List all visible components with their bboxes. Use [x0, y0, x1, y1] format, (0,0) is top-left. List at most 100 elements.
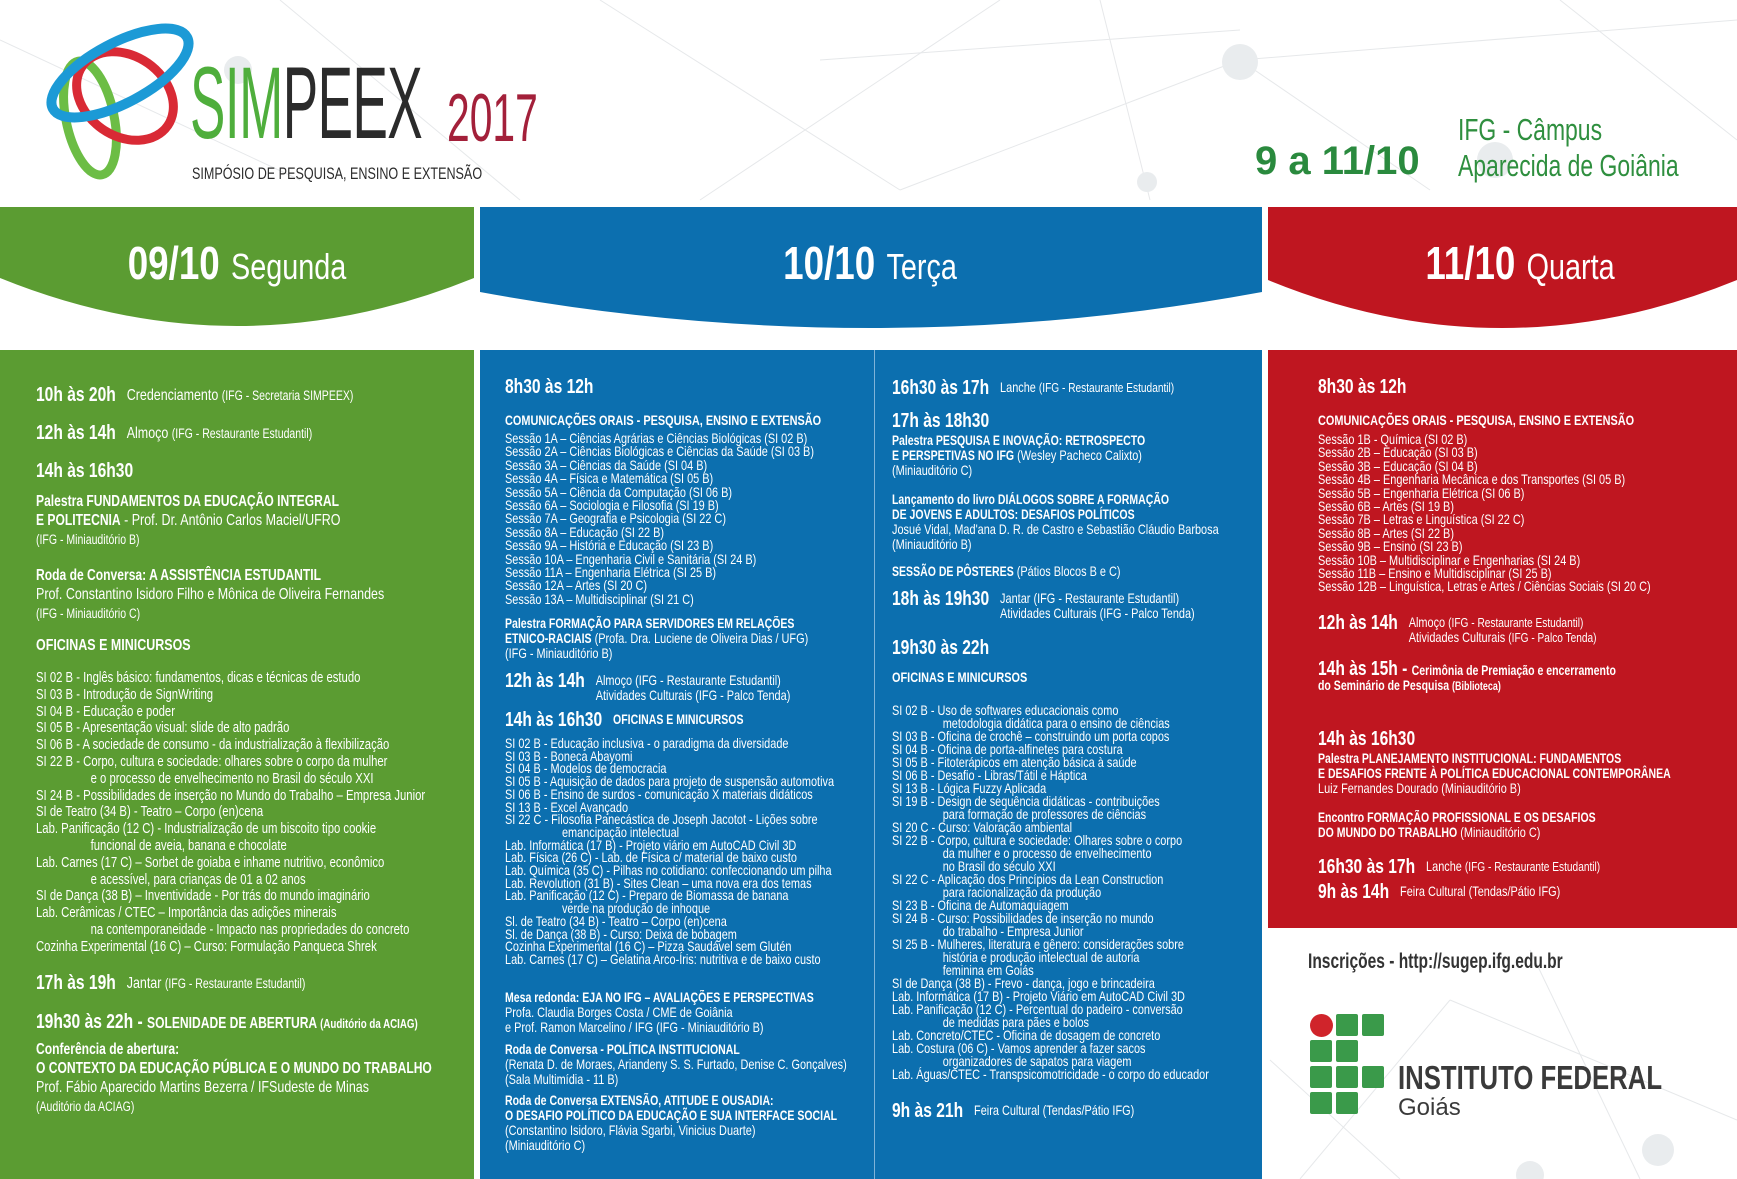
text-segment: (Constantino Isidoro, Flávia Sgarbi, Vin… [505, 1122, 756, 1138]
time-label: 9h às 14h [1318, 881, 1390, 903]
list-item: Sessão 9B – Ensino (SI 23 B) [1318, 539, 1651, 553]
list-item-text: Química (SI 02 B) [1380, 431, 1468, 447]
list-item: SI 25 B - Mulheres, literatura e gênero:… [892, 937, 1209, 977]
text-line: Roda de Conversa - POLÍTICA INSTITUCIONA… [505, 1042, 847, 1057]
list-item-first-line: Sessão 5B – Engenharia Elétrica (SI 06 B… [1318, 486, 1651, 500]
schedule-para: Roda de Conversa EXTENSÃO, ATITUDE E OUS… [505, 1093, 837, 1153]
list-item: Sessão 8A – Educação (SI 22 B) [505, 525, 814, 539]
schedule-time: 9h às 21h Feira Cultural (Tendas/Pátio IF… [892, 1100, 1134, 1123]
institution-name: INSTITUTO FEDERAL [1398, 1059, 1663, 1096]
text-line: Feira Cultural (Tendas/Pátio IFG) [1400, 884, 1560, 899]
list-item-first-line: Lab. Águas/CTEC - Transpsicomotricidade … [892, 1067, 1209, 1081]
time-slot: 16h30 às 17h Lanche (IFG - Restaurante Es… [892, 377, 1174, 400]
list-item-text: Desafio - Libras/Tátil e Háptica [937, 767, 1087, 783]
text-segment: (IFG - Secretaria SIMPEEX) [221, 388, 354, 403]
list-item-first-line: SI 02 B - Inglês básico: fundamentos, di… [36, 670, 425, 687]
schedule-time: 14h às 16h30 OFICINAS E MINICURSOS [505, 709, 744, 732]
text-segment: SOLENIDADE DE ABERTURA [147, 1015, 321, 1032]
list-item-code: SI 13 B - [505, 798, 551, 815]
list-item-text: Inventividade - Por trás do mundo imagin… [144, 888, 370, 905]
schedule-list: Sessão 1A – Ciências Agrárias e Ciências… [505, 431, 814, 606]
text-segment: 19h30 às 22h - [36, 1011, 148, 1033]
schedule-time: 12h às 14h Almoço (IFG - Restaurante Estu… [1318, 612, 1597, 645]
text-segment: O CONTEXTO DA EDUCAÇÃO PÚBLICA E O MUNDO… [36, 1060, 432, 1077]
schedule-time: 18h às 19h30 Jantar (IFG - Restaurante Es… [892, 588, 1195, 621]
text-segment: (Miniauditório C) [505, 1137, 586, 1153]
text-segment: (IFG - Restaurante Estudantil) [171, 426, 313, 441]
text-segment: Almoço [1408, 614, 1449, 630]
list-item-text: Modelos de democracia [550, 760, 667, 777]
list-item: SI 13 B - Lógica Fuzzy Aplicada [892, 781, 1209, 795]
text-segment: e Prof. Ramon Marcelino / IFG (IFG - Min… [505, 1019, 764, 1035]
event-year: 2017 [447, 80, 538, 156]
list-item-code: SI 23 B - [892, 897, 938, 913]
list-item-code: SI 06 B - [505, 785, 551, 802]
list-item-code: Lab. Costura (06 C) - [892, 1040, 998, 1056]
text-segment: (IFG - Miniauditório B) [505, 645, 613, 661]
list-item: Cozinha Experimental (16 C) – Pizza Saud… [505, 939, 834, 953]
list-item-code: Sl. de Teatro (34 B) - [505, 912, 609, 929]
list-item-code: SI 02 B - [36, 670, 84, 686]
text-segment: Conferência de abertura: [36, 1041, 180, 1058]
list-item-first-line: Sessão 9A – História e Educação (SI 23 B… [505, 538, 814, 552]
list-item-first-line: Sessão 12A – Artes (SI 20 C) [505, 578, 814, 592]
list-item: Sessão 8B – Artes (SI 22 B) [1318, 526, 1651, 540]
list-item: Sessão 11B – Ensino e Multidisciplinar (… [1318, 566, 1651, 580]
time-label: 12h às 14h [1318, 612, 1398, 634]
text-line: (IFG - Miniauditório C) [36, 604, 384, 623]
list-item: Lab. Costura (06 C) - Vamos aprender a f… [892, 1040, 1209, 1068]
list-item: Lab. Carnes (17 C) – Gelatina Arco-Íris:… [505, 952, 834, 966]
list-item-code: SI 06 B - [892, 767, 938, 783]
text-segment: Luiz Fernandes Dourado (Miniauditório B) [1318, 780, 1521, 796]
list-item-first-line: SI 13 B - Lógica Fuzzy Aplicada [892, 781, 1209, 795]
list-item-text: Oficina de crochê – construindo um porta… [937, 728, 1170, 744]
event-location-line1: IFG - Câmpus [1458, 112, 1603, 147]
list-item: SI 04 B - Modelos de democracia [505, 760, 834, 777]
list-item-code: Sessão 7A – [505, 510, 570, 527]
list-item: Sessão 12A – Artes (SI 20 C) [505, 578, 814, 592]
list-item-first-line: Sessão 1A – Ciências Agrárias e Ciências… [505, 431, 814, 445]
time-slot-items: OFICINAS E MINICURSOS [613, 709, 743, 727]
list-item-text: Ciências da Saúde (SI 04 B) [569, 456, 708, 473]
text-line: Lançamento do livro DIÁLOGOS SOBRE A FOR… [892, 492, 1219, 507]
list-item-code: Sessão 1B - [1318, 431, 1381, 447]
list-item: SI 02 B - Inglês básico: fundamentos, di… [36, 670, 425, 687]
schedule-para: Palestra PLANEJAMENTO INSTITUCIONAL: FUN… [1318, 751, 1671, 796]
list-item-first-line: Lab. Panificação (12 C) - Industrializaç… [36, 821, 425, 838]
day-weekday: Segunda [230, 246, 347, 287]
text-segment: (IFG - Palco Tenda) [1099, 605, 1195, 621]
list-item-first-line: SI 24 B - Possibilidades de inserção no … [36, 788, 425, 805]
text-segment: (Miniauditório C) [892, 462, 973, 478]
list-item-first-line: Cozinha Experimental (16 C) – Pizza Saud… [505, 939, 834, 953]
schedule-time: 16h30 às 17h Lanche (IFG - Restaurante Es… [1318, 856, 1600, 879]
schedule-time: 12h às 14h Almoço (IFG - Restaurante Estu… [36, 422, 312, 445]
list-item-code: SI 22 B - [36, 753, 84, 770]
time-slot-items: Almoço (IFG - Restaurante Estudantil) Ati… [1408, 612, 1597, 646]
text-line: do Seminário de Pesquisa (Biblioteca) [1318, 678, 1616, 695]
list-item-first-line: SI 23 B - Oficina de Automaquiagem [892, 897, 1209, 913]
time-label: 10h às 20h [36, 384, 116, 406]
text-line: OFICINAS E MINICURSOS [613, 712, 743, 727]
list-item-first-line: SI 02 B - Uso de softwares educacionais … [892, 703, 1209, 717]
event-title-sim: SIM [190, 46, 283, 160]
text-line: Feira Cultural (Tendas/Pátio IFG) [974, 1103, 1134, 1118]
time-label: 8h30 às 12h [505, 376, 594, 398]
text-segment: (IFG - Restaurante Estudantil) [164, 976, 306, 991]
list-item-text: Curso: Valoração ambiental [938, 819, 1073, 835]
list-item-text: Engenharia Civil e Sanitária (SI 24 B) [575, 550, 757, 567]
list-item-code: SI 05 B - [505, 773, 550, 790]
time-slot-items: Lanche (IFG - Restaurante Estudantil) [1426, 856, 1600, 875]
event-dates: 9 a 11/10 [1255, 139, 1420, 183]
time-label: 12h às 14h [36, 422, 116, 444]
list-item-code: Sessão 3B – [1318, 457, 1383, 474]
list-item-continuation: da mulher e o processo de envelhecimento [942, 845, 1152, 861]
registration-link[interactable]: Inscrições - http://sugep.ifg.edu.br [1308, 950, 1563, 973]
time-label: 18h às 19h30 [892, 588, 990, 610]
list-item-first-line: SI 03 B - Boneca Abayomi [505, 749, 834, 763]
list-item-code: Lab. Panificação (12 C) - [505, 887, 629, 904]
list-item-text: Fitoterápicos em atenção básica à saúde [937, 754, 1137, 770]
list-item-code: Sessão 10A – [505, 550, 576, 567]
list-item: Lab. Informática (17 B) - Projeto viário… [505, 838, 834, 852]
schedule-para: Conferência de abertura: O CONTEXTO DA ED… [36, 1040, 432, 1116]
list-item-first-line: SI de Dança (38 B) - Frevo - dança, jogo… [892, 976, 1209, 990]
